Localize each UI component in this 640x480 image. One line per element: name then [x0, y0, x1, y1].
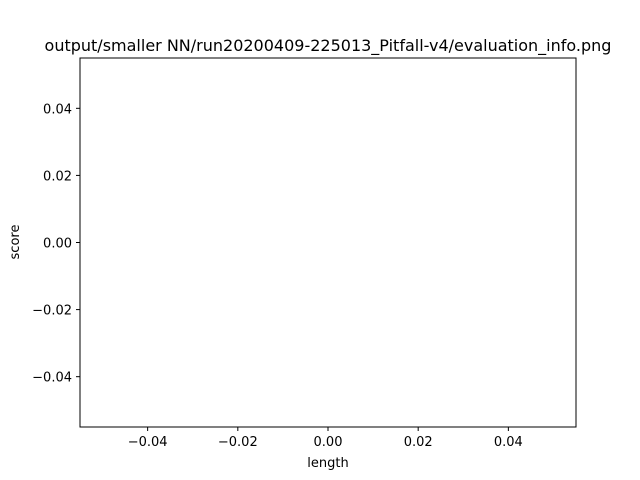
y-axis-ticks: 0.04 0.02 0.00 −0.02 −0.04 [32, 102, 80, 386]
plot-frame [79, 57, 577, 428]
y-tick-label: −0.02 [32, 304, 72, 319]
plot-area [80, 58, 576, 427]
y-tick-label: 0.00 [43, 237, 72, 252]
y-tick-label: 0.02 [43, 169, 72, 184]
y-tick-label: −0.04 [32, 371, 72, 386]
x-axis-ticks: −0.04 −0.02 0.00 0.02 0.04 [128, 427, 523, 450]
x-tick-label: 0.00 [314, 435, 343, 450]
x-axis-label: length [307, 456, 348, 471]
y-tick-label: 0.04 [43, 102, 72, 117]
y-axis-label: score [8, 225, 23, 260]
x-tick-label: −0.04 [128, 435, 168, 450]
chart-title: output/smaller NN/run20200409-225013_Pit… [45, 36, 612, 56]
x-tick-label: 0.04 [494, 435, 523, 450]
x-tick-label: −0.02 [218, 435, 258, 450]
x-tick-label: 0.02 [404, 435, 433, 450]
